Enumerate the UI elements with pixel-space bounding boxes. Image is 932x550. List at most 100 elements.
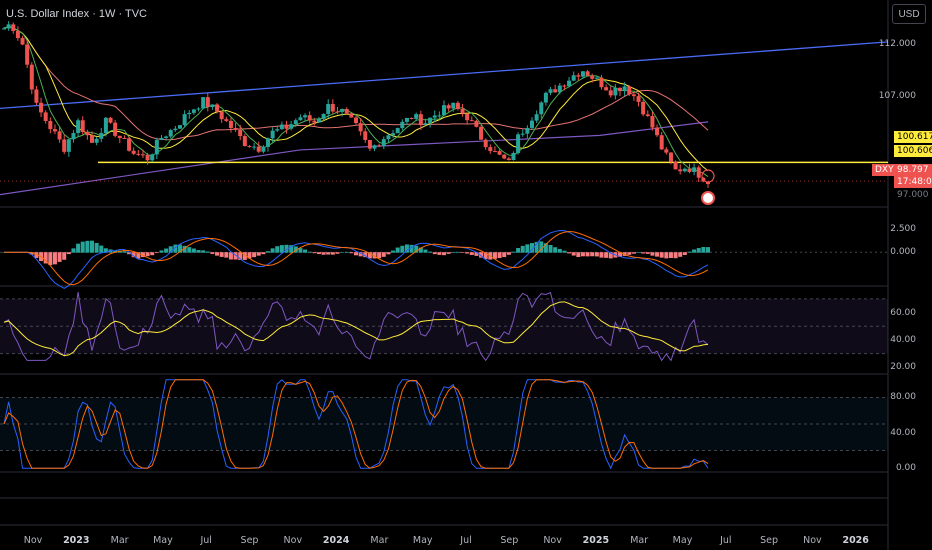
time-axis-tick: Mar (370, 535, 389, 546)
candle-body (650, 116, 655, 128)
candle-body (316, 118, 321, 123)
macd-histogram-bar (131, 252, 136, 258)
candle-body (6, 24, 11, 29)
macd-histogram-bar (678, 252, 683, 257)
macd-histogram-bar (465, 252, 470, 254)
macd-histogram-bar (655, 252, 660, 257)
candle-body (247, 146, 252, 148)
macd-histogram-bar (330, 252, 335, 255)
macd-histogram-bar (210, 252, 215, 254)
macd-histogram-bar (293, 246, 298, 253)
candle-body (279, 124, 284, 130)
macd-histogram-bar (48, 252, 53, 266)
macd-histogram-bar (497, 252, 502, 259)
rsi-axis-tick: 60.00 (890, 307, 916, 318)
candle-body (354, 117, 358, 124)
candle-body (488, 147, 493, 152)
price-tag-level-high: 100.617 (894, 131, 932, 143)
candle-body (455, 102, 460, 109)
macd-histogram-bar (400, 245, 405, 253)
candle-body (687, 168, 692, 172)
candle-body (506, 158, 511, 160)
candle-body (636, 96, 641, 102)
macd-histogram-bar (451, 251, 456, 253)
macd-histogram-bar (391, 250, 396, 253)
candle-body (256, 146, 261, 152)
candle-body (94, 138, 99, 143)
macd-histogram-bar (460, 252, 465, 253)
macd-histogram-bar (576, 252, 581, 258)
candle-body (205, 97, 210, 108)
candle-body (465, 113, 470, 121)
candle-body (437, 115, 442, 117)
candle-body (275, 129, 280, 131)
flash-event-icon (701, 169, 715, 183)
macd-histogram-bar (164, 248, 169, 253)
macd-histogram-bar (692, 249, 697, 253)
macd-histogram-bar (469, 252, 474, 255)
currency-button[interactable]: USD (892, 4, 926, 24)
time-axis-tick: Sep (240, 535, 259, 546)
macd-histogram-bar (182, 245, 187, 253)
macd-histogram-bar (377, 252, 382, 259)
candle-body (692, 167, 697, 172)
macd-histogram-bar (599, 252, 604, 258)
symbol-tag: DXY (872, 164, 897, 176)
candle-body (349, 113, 354, 118)
candle-body (418, 114, 423, 125)
ma-50-line (3, 25, 709, 141)
candle-body (432, 115, 437, 118)
candle-body (358, 123, 363, 132)
macd-histogram-bar (604, 252, 609, 258)
candle-body (562, 85, 567, 87)
macd-histogram-bar (316, 252, 321, 254)
candle-body (367, 140, 372, 149)
candle-body (25, 44, 30, 65)
price-axis-tick: 107.000 (878, 90, 916, 101)
stoch-axis-tick: 80.00 (890, 392, 916, 403)
macd-histogram-bar (321, 252, 326, 255)
candle-body (631, 94, 636, 97)
candle-body (377, 145, 382, 147)
macd-histogram-bar (608, 252, 613, 259)
candle-body (451, 102, 456, 109)
candle-body (191, 109, 196, 113)
candle-body (409, 117, 414, 119)
macd-histogram-bar (553, 247, 558, 253)
macd-histogram-bar (233, 252, 238, 260)
macd-histogram-bar (62, 252, 67, 260)
candle-body (2, 28, 6, 30)
macd-histogram-bar (275, 246, 280, 253)
rsi-line (3, 291, 709, 362)
macd-histogram-bar (307, 251, 312, 253)
candle-body (548, 89, 553, 93)
time-axis-tick: Nov (803, 535, 822, 546)
time-axis-tick: Nov (283, 535, 303, 546)
ma-200-line (0, 121, 709, 196)
candle-body (154, 139, 159, 155)
macd-histogram-bar (358, 252, 363, 257)
macd-histogram-bar (29, 252, 34, 255)
candle-body (604, 87, 609, 91)
candle-body (553, 89, 558, 93)
candle-body (298, 117, 303, 121)
macd-histogram-bar (543, 243, 548, 253)
time-axis-tick: Sep (760, 535, 779, 546)
candle-body (622, 86, 627, 92)
macd-histogram-bar (150, 252, 155, 256)
macd-histogram-bar (618, 252, 622, 257)
candle-body (201, 97, 206, 109)
stoch-axis-tick: 0.00 (895, 463, 916, 474)
macd-histogram-bar (442, 252, 446, 256)
candle-body (312, 120, 317, 123)
macd-histogram-bar (372, 252, 377, 259)
macd-histogram-bar (266, 251, 270, 253)
candle-body (673, 161, 678, 170)
candle-body (76, 120, 81, 134)
candle-body (340, 109, 345, 112)
candle-body (585, 71, 590, 76)
time-axis-tick: Mar (630, 535, 649, 546)
candle-body (446, 105, 451, 109)
macd-histogram-bar (706, 247, 710, 253)
